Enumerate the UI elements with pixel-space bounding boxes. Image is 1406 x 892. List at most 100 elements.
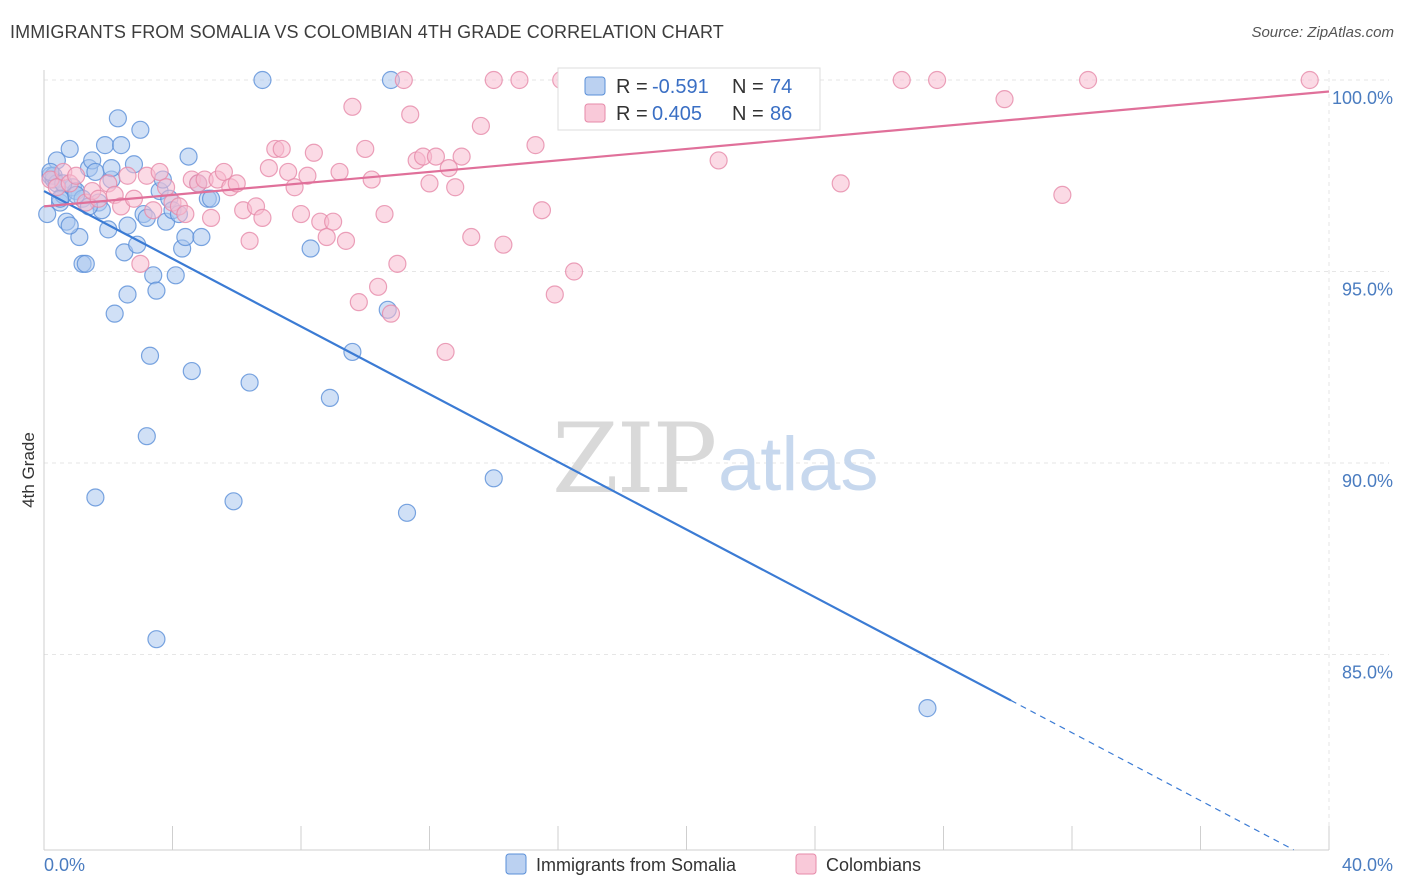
y-tick-label: 100.0%	[1332, 88, 1393, 108]
point-somalia	[301, 239, 320, 258]
point-somalia	[182, 361, 201, 381]
point-somalia	[95, 136, 115, 155]
point-colombians	[317, 227, 336, 247]
point-colombians	[892, 70, 911, 90]
data-points	[38, 70, 1319, 718]
point-colombians	[381, 304, 401, 323]
point-colombians	[214, 162, 233, 182]
point-colombians	[131, 254, 150, 273]
legend-n-value-colombians: 86	[770, 103, 792, 125]
point-colombians	[201, 208, 221, 227]
grid-lines	[44, 70, 1389, 850]
point-colombians	[272, 139, 291, 159]
bottom-legend-label-colombians: Colombians	[826, 855, 921, 875]
point-colombians	[291, 204, 311, 224]
point-somalia	[60, 216, 79, 235]
point-colombians	[279, 162, 298, 182]
legend: R = -0.591 N = 74 R = 0.405 N = 86	[557, 67, 821, 131]
point-somalia	[147, 630, 166, 649]
y-tick-label: 85.0%	[1342, 663, 1393, 683]
point-colombians	[532, 201, 552, 220]
point-colombians	[426, 147, 446, 166]
point-somalia	[253, 70, 272, 90]
point-somalia	[86, 488, 105, 507]
point-colombians	[156, 178, 176, 197]
y-tick-label: 90.0%	[1342, 471, 1393, 491]
point-somalia	[224, 492, 243, 511]
point-colombians	[240, 231, 259, 250]
point-colombians	[446, 178, 465, 197]
legend-n-label: N =	[732, 76, 764, 98]
bottom-legend-label-somalia: Immigrants from Somalia	[536, 855, 737, 875]
trend-line-somalia-extension	[1010, 699, 1294, 851]
legend-swatch-colombians	[584, 103, 606, 123]
y-axis-label: 4th Grade	[19, 432, 38, 508]
point-somalia	[201, 189, 221, 208]
point-colombians	[1078, 70, 1098, 90]
bottom-legend: Immigrants from Somalia Colombians	[505, 853, 921, 875]
legend-r-value-colombians: 0.405	[652, 103, 702, 125]
point-somalia	[240, 373, 259, 392]
point-colombians	[356, 139, 375, 159]
x-tick-label: 0.0%	[44, 855, 85, 875]
watermark-zip: ZIP	[552, 403, 715, 515]
point-somalia	[76, 254, 95, 273]
point-colombians	[67, 166, 86, 185]
point-colombians	[144, 201, 163, 220]
point-colombians	[375, 204, 394, 224]
point-somalia	[179, 147, 198, 166]
point-colombians	[330, 162, 349, 182]
point-colombians	[1053, 185, 1072, 204]
axes	[43, 70, 1330, 851]
point-somalia	[105, 304, 124, 323]
point-colombians	[494, 235, 513, 254]
point-colombians	[394, 70, 413, 90]
point-colombians	[150, 162, 169, 182]
point-somalia	[484, 469, 503, 488]
y-tick-label: 95.0%	[1342, 280, 1393, 300]
point-somalia	[60, 139, 79, 159]
point-colombians	[304, 143, 323, 162]
point-somalia	[397, 503, 417, 522]
point-colombians	[388, 254, 407, 273]
point-somalia	[320, 388, 340, 407]
point-colombians	[118, 166, 137, 185]
point-somalia	[140, 346, 160, 365]
point-colombians	[343, 97, 362, 116]
legend-n-label: N =	[732, 103, 764, 125]
point-colombians	[324, 212, 343, 231]
legend-n-value-somalia: 74	[770, 76, 792, 98]
point-colombians	[439, 158, 458, 178]
legend-r-value-somalia: -0.591	[652, 76, 709, 98]
chart-title: IMMIGRANTS FROM SOMALIA VS COLOMBIAN 4TH…	[10, 22, 724, 42]
point-colombians	[452, 147, 471, 166]
trend-lines	[43, 90, 1330, 851]
point-colombians	[89, 189, 108, 208]
legend-r-label: R =	[616, 76, 648, 98]
point-colombians	[349, 293, 368, 312]
point-somalia	[111, 136, 131, 155]
trend-line-colombians	[43, 90, 1330, 208]
point-somalia	[192, 227, 211, 247]
point-colombians	[1300, 70, 1319, 90]
point-colombians	[995, 90, 1014, 109]
bottom-legend-swatch-somalia	[505, 853, 527, 875]
point-somalia	[102, 158, 121, 178]
point-colombians	[471, 116, 490, 136]
point-somalia	[147, 281, 166, 300]
point-colombians	[526, 136, 545, 155]
point-colombians	[436, 342, 455, 362]
point-colombians	[545, 285, 564, 304]
point-colombians	[336, 231, 356, 250]
point-colombians	[831, 174, 850, 193]
point-colombians	[259, 158, 278, 178]
point-somalia	[137, 427, 156, 446]
point-colombians	[709, 151, 728, 170]
point-colombians	[176, 204, 195, 224]
point-colombians	[462, 227, 481, 247]
point-somalia	[118, 285, 137, 304]
x-tick-labels: 0.0% 40.0%	[44, 855, 1393, 875]
watermark: ZIP atlas	[552, 403, 879, 515]
point-colombians	[564, 262, 584, 281]
